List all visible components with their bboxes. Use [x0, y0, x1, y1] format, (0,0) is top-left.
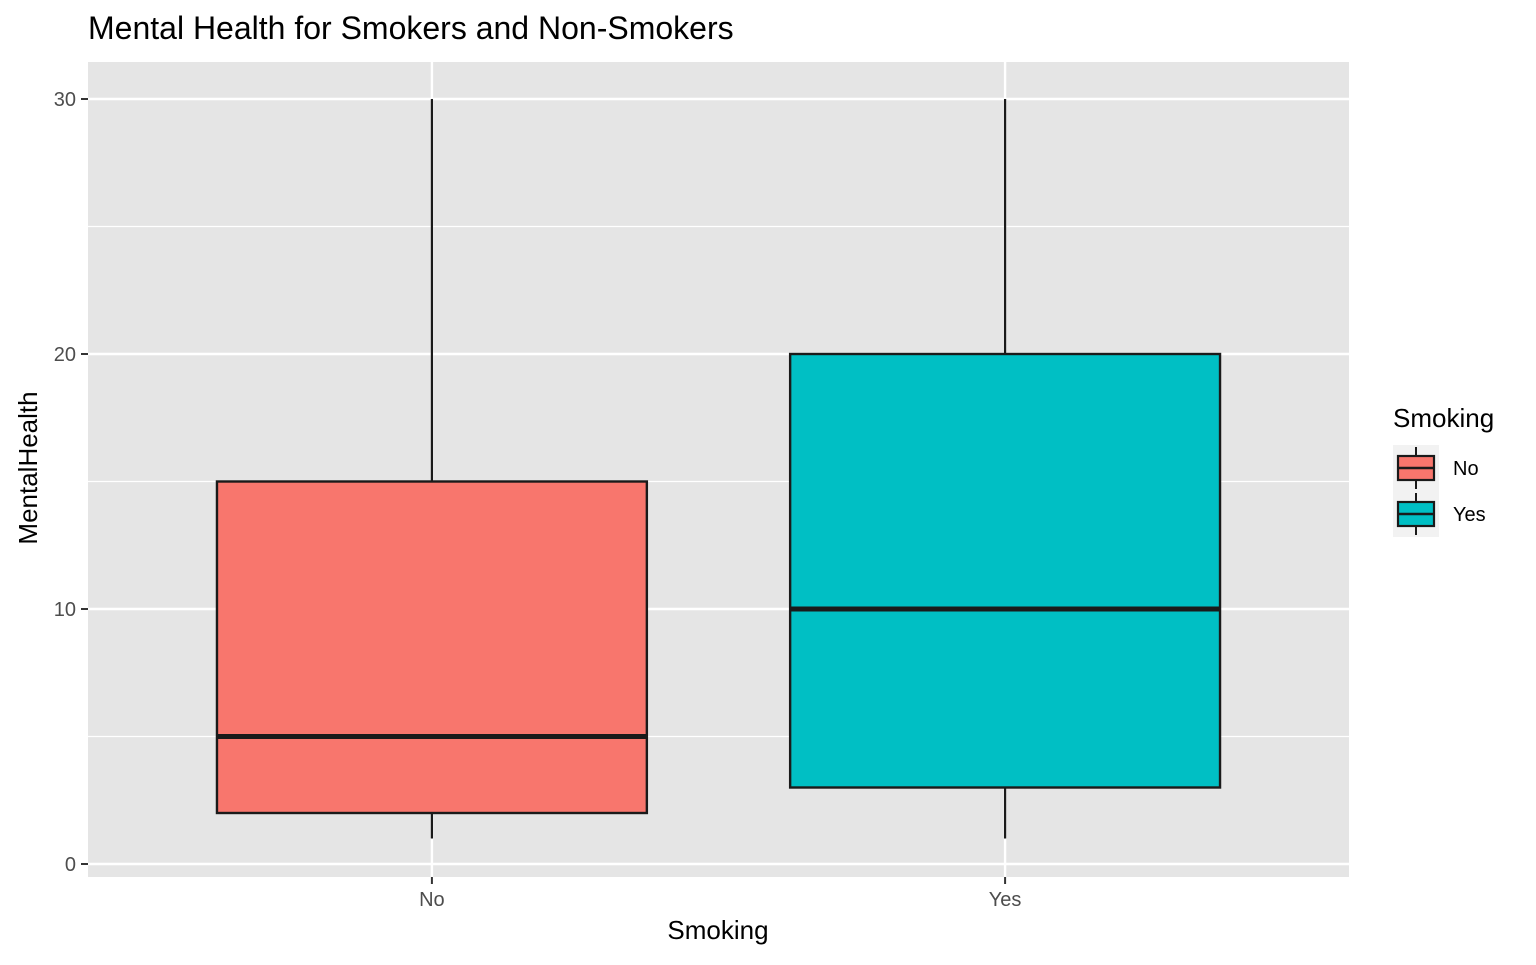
y-tick-label: 10: [54, 599, 76, 621]
x-tick-label: No: [419, 889, 445, 911]
chart-title: Mental Health for Smokers and Non-Smoker…: [88, 10, 734, 46]
y-tick-label: 30: [54, 89, 76, 111]
y-tick-label: 0: [65, 854, 76, 876]
legend-item-yes: Yes: [1393, 491, 1486, 537]
legend-title: Smoking: [1393, 403, 1494, 433]
y-axis-title: MentalHealth: [13, 391, 43, 544]
box-yes: [788, 352, 1222, 789]
legend-item-no: No: [1393, 445, 1479, 491]
box-group-yes: [788, 99, 1222, 839]
legend-label: Yes: [1453, 504, 1486, 526]
x-axis-title: Smoking: [667, 915, 768, 945]
box-group-no: [215, 99, 649, 839]
legend-label: No: [1453, 458, 1479, 480]
box-no: [215, 480, 649, 815]
x-tick-label: Yes: [989, 889, 1022, 911]
y-tick-label: 20: [54, 344, 76, 366]
